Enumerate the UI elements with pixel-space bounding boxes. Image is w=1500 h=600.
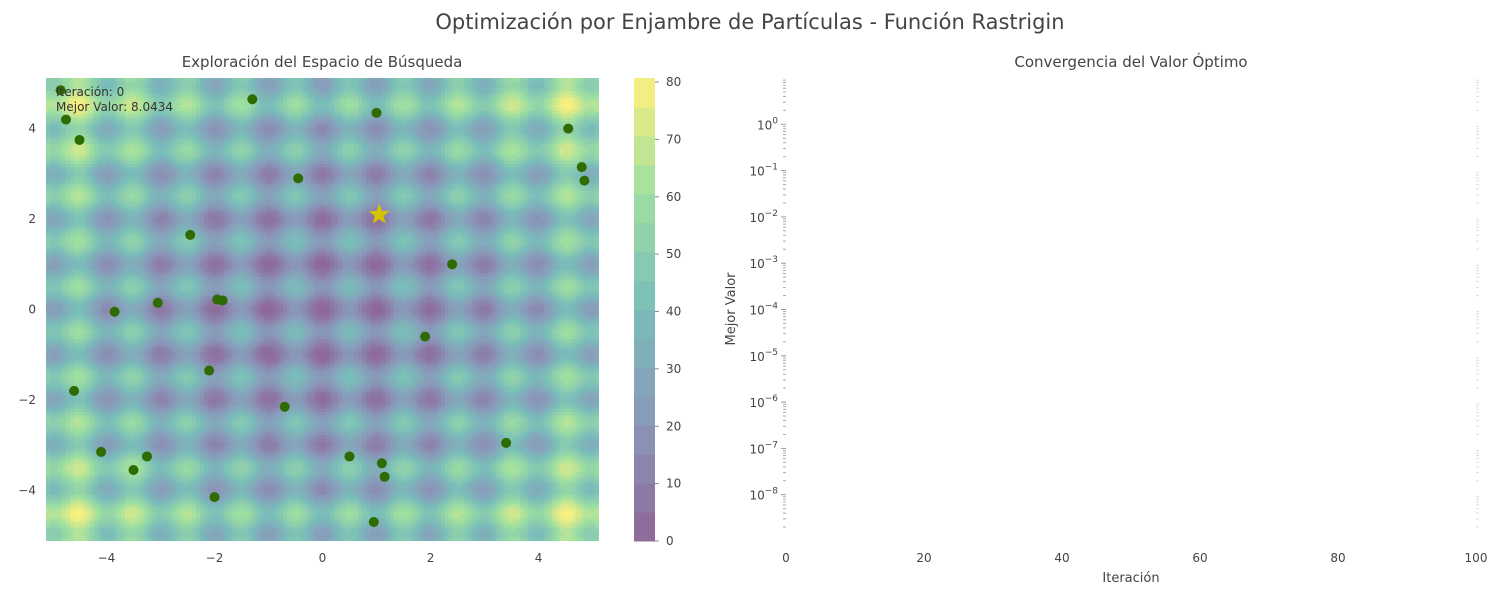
particle-point xyxy=(368,517,379,528)
heatmap-y-axis: −4 −2 0 2 4 xyxy=(18,122,36,498)
colorbar-band xyxy=(634,280,655,310)
heatmap-y-tick-label: −4 xyxy=(18,483,36,497)
colorbar-tick-label: 60 xyxy=(666,190,681,204)
heatmap-y-tick-label: 0 xyxy=(28,303,36,317)
particle-point xyxy=(579,175,590,186)
convergence-title: Convergencia del Valor Óptimo xyxy=(1014,52,1247,71)
best-value-annotation: Mejor Valor: 8.0434 xyxy=(56,100,173,114)
colorbar-tick-label: 40 xyxy=(666,305,681,319)
search-space-panel: Exploración del Espacio de Búsqueda −4 −2… xyxy=(18,53,599,565)
convergence-y-axis: 100 10−1 10−2 10−3 10−4 10−5 10−6 10−7 10−8 xyxy=(749,79,1479,528)
convergence-x-axis: 0 20 40 60 80 100 xyxy=(782,551,1487,565)
heatmap-x-axis: −4 −2 0 2 4 xyxy=(98,551,543,565)
particle-point xyxy=(204,365,215,376)
heatmap-y-tick-label: −2 xyxy=(18,393,36,407)
particle-point xyxy=(279,401,290,412)
best-position-star xyxy=(368,203,390,224)
iteration-annotation: Iteración: 0 xyxy=(56,85,124,99)
heatmap-y-tick-label: 2 xyxy=(28,212,36,226)
particle-point xyxy=(501,437,512,448)
colorbar: 0 10 20 30 40 50 60 70 80 xyxy=(634,75,681,548)
heatmap-x-tick-label: 4 xyxy=(535,551,543,565)
colorbar-band xyxy=(634,309,655,339)
colorbar-band xyxy=(634,135,655,166)
colorbar-band xyxy=(634,338,655,368)
convergence-y-tick-label: 10−8 xyxy=(749,487,778,503)
particle-point xyxy=(379,471,390,482)
convergence-x-tick-label: 0 xyxy=(782,551,790,565)
convergence-y-tick-label: 10−7 xyxy=(749,440,778,456)
particle-point xyxy=(185,229,196,240)
heatmap-title: Exploración del Espacio de Búsqueda xyxy=(182,53,463,71)
particle-point xyxy=(371,107,382,118)
particles xyxy=(55,85,590,528)
particle-point xyxy=(247,94,258,105)
particle-point xyxy=(563,123,574,134)
colorbar-tick-label: 80 xyxy=(666,75,681,89)
figure-suptitle: Optimización por Enjambre de Partículas … xyxy=(435,10,1064,34)
colorbar-band xyxy=(634,425,655,455)
convergence-y-tick-label: 10−6 xyxy=(749,394,778,410)
colorbar-band xyxy=(634,512,655,542)
particle-point xyxy=(74,134,85,145)
colorbar-band xyxy=(634,193,655,224)
convergence-y-tick-label: 10−4 xyxy=(749,302,778,318)
colorbar-band xyxy=(634,78,655,108)
rastrigin-contour-field xyxy=(46,78,599,541)
convergence-x-tick-label: 100 xyxy=(1465,551,1488,565)
best-position-marker xyxy=(368,203,390,224)
particle-point xyxy=(293,173,304,184)
convergence-y-tick-label: 10−3 xyxy=(749,255,778,271)
convergence-x-tick-label: 80 xyxy=(1330,551,1345,565)
convergence-y-tick-label: 10−1 xyxy=(749,163,778,179)
particle-point xyxy=(217,295,228,306)
convergence-ylabel: Mejor Valor xyxy=(724,272,739,346)
colorbar-tick-label: 30 xyxy=(666,362,681,376)
colorbar-tick-label: 20 xyxy=(666,419,681,433)
colorbar-band xyxy=(634,454,655,484)
heatmap-x-tick-label: −2 xyxy=(206,551,224,565)
heatmap-y-tick-label: 4 xyxy=(28,122,36,136)
colorbar-tick-label: 50 xyxy=(666,247,681,261)
convergence-y-tick-label: 100 xyxy=(757,116,778,132)
particle-point xyxy=(141,451,152,462)
particle-point xyxy=(152,297,163,308)
colorbar-band xyxy=(634,222,655,253)
particle-point xyxy=(344,451,355,462)
particle-point xyxy=(209,492,220,503)
colorbar-band xyxy=(634,164,655,195)
particle-point xyxy=(128,465,139,476)
particle-point xyxy=(96,446,107,457)
colorbar-band xyxy=(634,367,655,397)
colorbar-band xyxy=(634,483,655,513)
convergence-x-tick-label: 40 xyxy=(1054,551,1069,565)
heatmap-x-tick-label: 0 xyxy=(319,551,327,565)
convergence-x-tick-label: 60 xyxy=(1192,551,1207,565)
colorbar-tick-label: 70 xyxy=(666,132,681,146)
heatmap-x-tick-label: 2 xyxy=(427,551,435,565)
convergence-xlabel: Iteración xyxy=(1102,571,1159,586)
convergence-y-tick-label: 10−2 xyxy=(749,209,778,225)
particle-point xyxy=(109,306,120,317)
colorbar-tick-label: 10 xyxy=(666,477,681,491)
colorbar-tick-label: 0 xyxy=(666,534,674,548)
particle-point xyxy=(376,458,387,469)
colorbar-band xyxy=(634,396,655,426)
particle-point xyxy=(69,385,80,396)
particle-point xyxy=(60,114,71,125)
convergence-panel: Convergencia del Valor Óptimo 0 20 40 60 80 1… xyxy=(724,52,1487,586)
particle-point xyxy=(447,259,458,270)
particle-point xyxy=(420,331,431,342)
colorbar-band xyxy=(634,251,655,282)
colorbar-band xyxy=(634,106,655,137)
heatmap-x-tick-label: −4 xyxy=(98,551,116,565)
particle-point xyxy=(55,85,66,96)
particle-point xyxy=(576,162,587,173)
convergence-x-tick-label: 20 xyxy=(916,551,931,565)
convergence-y-tick-label: 10−5 xyxy=(749,348,778,364)
